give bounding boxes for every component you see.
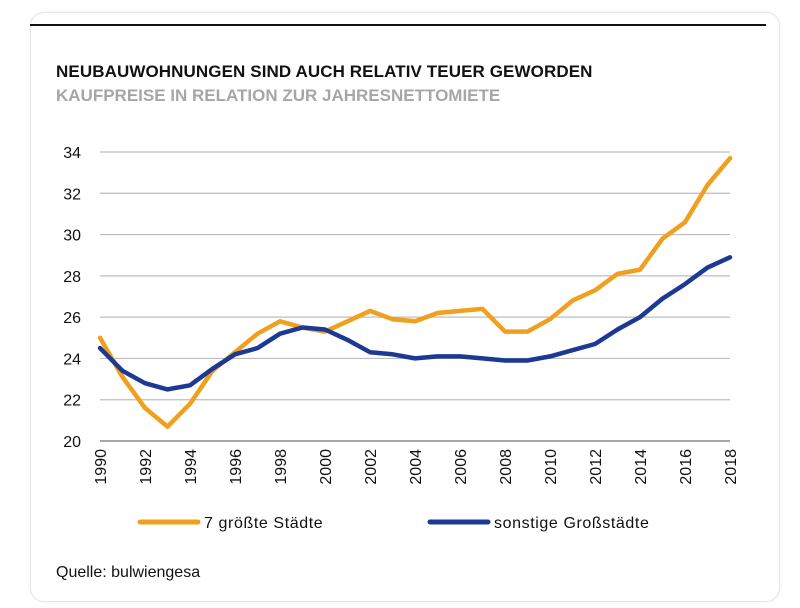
legend-label: 7 größte Städte [204,515,323,532]
x-tick-label: 2016 [678,449,695,485]
y-tick-label: 24 [63,351,81,368]
y-axis-ticks: 20 22 24 26 28 30 32 34 [63,145,81,451]
y-tick-label: 26 [63,310,81,327]
source-note: Quelle: bulwiengesa [56,564,201,581]
x-tick-label: 1990 [93,449,110,485]
chart-subtitle: KAUFPREISE IN RELATION ZUR JAHRESNETTOMI… [56,86,501,105]
y-tick-label: 22 [63,393,81,410]
x-tick-label: 1992 [138,449,155,485]
x-tick-label: 2012 [588,449,605,485]
x-tick-label: 2008 [498,449,515,485]
x-tick-label: 2014 [633,449,650,485]
chart-title: NEUBAUWOHNUNGEN SIND AUCH RELATIV TEUER … [56,62,593,81]
x-tick-label: 2004 [408,449,425,485]
x-tick-label: 2010 [543,449,560,485]
series-line-2 [97,255,733,392]
x-tick-label: 2002 [363,449,380,485]
y-tick-label: 28 [63,269,81,286]
y-tick-label: 20 [63,434,81,451]
legend-label: sonstige Großstädte [494,515,649,532]
series-line-1 [97,155,733,429]
x-tick-label: 2018 [723,449,740,485]
x-tick-label: 1996 [228,449,245,485]
top-rule [30,24,766,26]
x-tick-label: 1994 [183,449,200,485]
x-tick-label: 2006 [453,449,470,485]
grid-lines [100,151,730,442]
x-axis-ticks: 1990 1992 1994 1996 1998 2000 2002 2004 2006 2008… [93,449,740,485]
y-tick-label: 32 [63,186,81,203]
y-tick-label: 34 [63,145,81,162]
x-tick-label: 2000 [318,449,335,485]
x-tick-label: 1998 [273,449,290,485]
legend: 7 größte Städte sonstige Großstädte [137,515,649,532]
series-lines [97,155,733,429]
y-tick-label: 30 [63,228,81,245]
